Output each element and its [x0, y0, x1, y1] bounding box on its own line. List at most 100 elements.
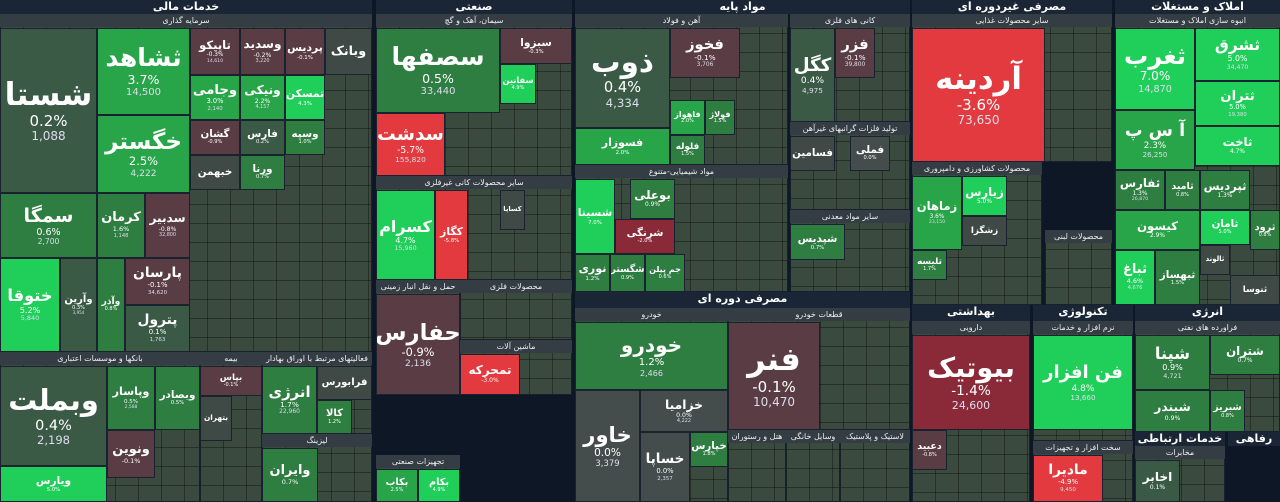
stock-tile[interactable]: ویارس 5.0%	[0, 466, 107, 502]
stock-tile[interactable]: ثاخت 4.7%	[1195, 126, 1280, 166]
stock-tile[interactable]: وبملت 0.4% 2,198	[0, 366, 107, 466]
stock-tile[interactable]: آ س پ 2.3% 26,250	[1115, 110, 1195, 170]
stock-tile[interactable]: فخوز -0.1% 3,706	[670, 28, 740, 78]
stock-tile[interactable]: بکام 4.9%	[418, 469, 460, 502]
stock-tile[interactable]: وبانک	[325, 28, 372, 75]
stock-tile[interactable]: بپاس -0.1%	[200, 366, 262, 396]
stock-tile[interactable]: ثشرق 5.0% 34,470	[1195, 28, 1280, 81]
stock-tile[interactable]: انرژی 1.7% 22,960	[262, 366, 317, 434]
stock-tile[interactable]: فرابورس	[317, 366, 372, 400]
stock-symbol: فخوز	[686, 35, 724, 53]
stock-tile[interactable]: ثنوسا	[1230, 275, 1280, 305]
stock-tile[interactable]: کگل 0.4% 4,975	[790, 28, 835, 122]
sector-title: انرژی	[1135, 305, 1280, 321]
stock-tile[interactable]: مادیرا -4.9% 9,450	[1033, 455, 1103, 502]
stock-tile[interactable]: کگاز -5.8%	[435, 190, 468, 280]
stock-tile[interactable]: فلوله 1.5%	[670, 135, 705, 165]
stock-tile[interactable]: ثامان 5.0%	[1200, 210, 1250, 245]
stock-tile[interactable]: زماهان 3.6% 23,150	[912, 176, 962, 250]
stock-tile[interactable]: فارس 0.2%	[240, 120, 285, 155]
stock-tile[interactable]: شپنا 0.9% 4,721	[1135, 335, 1210, 390]
stock-tile[interactable]: پارسان -0.1% 34,620	[125, 258, 190, 305]
stock-tile[interactable]: سبزوا -0.3%	[500, 28, 572, 64]
stock-tile[interactable]: تمحرکه -3.0%	[460, 354, 520, 395]
stock-tile[interactable]: ثباغ 4.6% 4,676	[1115, 250, 1155, 305]
stock-tile[interactable]: ختوقا 5.2% 5,840	[0, 258, 60, 352]
stock-tile[interactable]: سمگا 0.6% 2,700	[0, 193, 97, 258]
stock-tile[interactable]: ثپردیس 1.3%	[1200, 170, 1250, 210]
stock-tile[interactable]: وجامی 3.0% 2,140	[190, 75, 240, 120]
stock-tile[interactable]: ثغرب 7.0% 14,870	[1115, 28, 1195, 110]
stock-tile[interactable]: گشان -0.9%	[190, 120, 240, 155]
stock-tile[interactable]: کرمان 1.6% 1,148	[97, 193, 145, 258]
stock-tile[interactable]: وبصادر 0.5%	[155, 366, 200, 430]
stock-tile[interactable]: ونیکی 2.2% 4,157	[240, 75, 285, 120]
stock-tile[interactable]: نوری 1.2%	[575, 254, 610, 292]
stock-tile[interactable]: خبهمن	[190, 155, 240, 190]
stock-tile[interactable]: شستا 0.2% 1,088	[0, 28, 97, 193]
stock-tile[interactable]: کیسون 2.9%	[1115, 210, 1200, 250]
stock-tile[interactable]: وایران 0.7%	[262, 448, 318, 502]
stock-tile[interactable]: شبندر 0.9%	[1135, 390, 1210, 432]
stock-tile[interactable]: ثفارس 1.3% 26,870	[1115, 170, 1165, 210]
stock-tile[interactable]: جم پیلن 0.6%	[645, 254, 685, 292]
stock-tile[interactable]: شبریز 0.8%	[1210, 390, 1245, 432]
stock-tile[interactable]: خپارس 1.8%	[690, 432, 728, 467]
stock-tile[interactable]: ثرود 0.8%	[1250, 210, 1280, 250]
stock-tile[interactable]: کساپا	[500, 190, 525, 230]
stock-tile[interactable]: تلیسه 1.7%	[912, 250, 947, 280]
stock-tile[interactable]: شگستر 0.9%	[610, 254, 645, 292]
stock-tile[interactable]: فنر -0.1% 10,470	[728, 322, 820, 430]
stock-tile[interactable]: فزر -0.1% 39,800	[835, 28, 875, 78]
stock-tile[interactable]: تمسکن 4.3%	[285, 75, 325, 120]
stock-tile[interactable]: ثبهساز 1.5%	[1155, 250, 1200, 305]
stock-tile[interactable]: وآرین 0.3% 3,954	[60, 258, 97, 352]
stock-tile[interactable]: پترول 0.1% 1,763	[125, 305, 190, 352]
stock-tile[interactable]: بتهران	[200, 396, 232, 441]
stock-tile[interactable]: شرنگی -2.0%	[615, 219, 675, 254]
stock-tile[interactable]: فسامین	[790, 136, 835, 171]
stock-tile[interactable]: سفانین 4.9%	[500, 64, 536, 104]
stock-tile[interactable]: وسپه 1.0%	[285, 120, 325, 155]
stock-tile[interactable]: پردیس -0.1%	[285, 28, 325, 75]
stock-tile[interactable]: آردینه -3.6% 73,650	[912, 28, 1045, 162]
stock-tile[interactable]: سدبیر -0.8% 32,800	[145, 193, 190, 258]
stock-tile[interactable]: دعبید -0.8%	[912, 430, 947, 470]
stock-tile[interactable]: فسوزار 2.0%	[575, 128, 670, 165]
stock-tile[interactable]: ثشاهد 3.7% 14,500	[97, 28, 190, 115]
stock-tile[interactable]: فاهواز 2.0%	[670, 100, 705, 135]
stock-tile[interactable]: خزامیا 0.0% 4,222	[640, 390, 728, 432]
price-change: 0.9%	[645, 202, 660, 209]
stock-tile[interactable]: فن افزار 4.8% 13,660	[1033, 335, 1133, 430]
stock-tile[interactable]: کالا 1.2%	[317, 400, 352, 434]
stock-tile[interactable]: تاپیکو -0.3% 14,610	[190, 28, 240, 75]
stock-tile[interactable]: زشگزا	[962, 216, 1007, 246]
stock-tile[interactable]: وسدید -0.2% 3,220	[240, 28, 285, 75]
stock-tile[interactable]: خگستر 2.5% 4,222	[97, 115, 190, 193]
stock-tile[interactable]: وآذر 0.8%	[97, 258, 125, 352]
stock-tile[interactable]: ثتران 5.0% 19,380	[1195, 81, 1280, 126]
stock-tile[interactable]: خودرو 1.2% 2,466	[575, 322, 728, 390]
stock-tile[interactable]: فولاژ 1.5%	[705, 100, 735, 135]
stock-tile[interactable]: فملی 0.0%	[850, 136, 890, 171]
stock-tile[interactable]: شتران 0.7%	[1210, 335, 1280, 375]
stock-tile[interactable]: شسینا 7.0%	[575, 179, 615, 254]
stock-tile[interactable]: بیوتیک -1.4% 24,600	[912, 335, 1030, 430]
stock-tile[interactable]: سصفها 0.5% 33,440	[376, 28, 500, 113]
stock-tile[interactable]: زیارس 5.0%	[962, 176, 1007, 216]
stock-tile[interactable]: ونوین -0.1%	[107, 430, 155, 478]
stock-tile[interactable]: حفارس -0.9% 2,136	[376, 294, 460, 395]
stock-tile[interactable]: وپاسار 0.5% 2,588	[107, 366, 155, 430]
stock-tile[interactable]: ثامید 0.8%	[1165, 170, 1200, 210]
stock-tile[interactable]: ذوب 0.4% 4,334	[575, 28, 670, 128]
stock-tile[interactable]: شپدیس 0.7%	[790, 224, 845, 260]
stock-tile[interactable]: بکاب 2.5%	[376, 469, 418, 502]
stock-tile[interactable]: خساپا 0.0% 2,357	[640, 432, 690, 502]
stock-tile[interactable]: خاور 0.0% 3,379	[575, 390, 640, 502]
stock-tile[interactable]: ثالوند	[1200, 245, 1230, 275]
stock-tile[interactable]: بوعلی 0.9%	[630, 179, 675, 219]
stock-tile[interactable]: کسرام 4.7% 15,960	[376, 190, 435, 280]
stock-tile[interactable]: سدشت -5.7% 155,820	[376, 113, 445, 176]
stock-tile[interactable]: اخابر 0.1%	[1135, 460, 1180, 502]
stock-tile[interactable]: ورنا 0.7%	[240, 155, 285, 190]
